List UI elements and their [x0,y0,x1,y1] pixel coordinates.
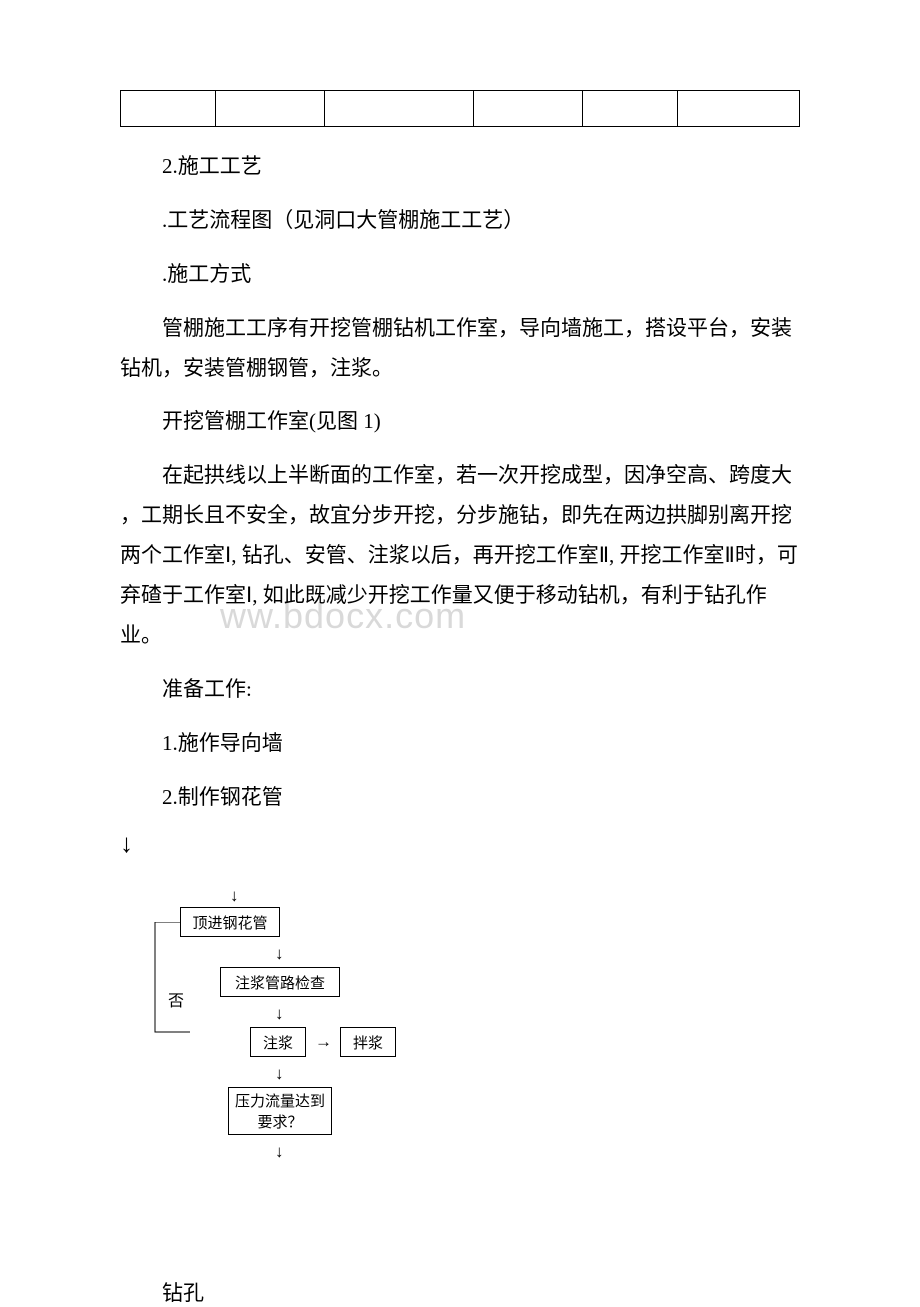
flow-node-check: 注浆管路检查 [220,967,340,997]
table-cell [677,91,799,127]
table-cell [121,91,216,127]
flow-node-pressure: 压力流量达到要求？ [228,1087,332,1135]
arrow-down-icon: ↓ [275,1143,284,1160]
flow-node-label: 拌浆 [353,1032,383,1053]
paragraph-heading-2: 2.施工工艺 [120,147,800,187]
paragraph-list-2: 2.制作钢花管 [120,778,800,818]
empty-table-header [120,90,800,127]
flow-loop-line [150,922,220,1037]
flow-node-label: 压力流量达到要求？ [235,1090,325,1132]
flow-node-grout: 注浆 [250,1027,306,1057]
paragraph-subhead-2: 准备工作: [120,670,800,710]
arrow-down-icon: ↓ [275,945,284,962]
arrow-down-icon: ↓ [275,1065,284,1082]
arrow-right-icon: → [315,1033,332,1050]
paragraph-body-1: 管棚施工工序有开挖管棚钻机工作室，导向墙施工，搭设平台，安装钻机，安装管棚钢管，… [120,309,800,389]
table-cell [474,91,583,127]
arrow-down-icon: ↓ [275,1005,284,1022]
table-row [121,91,800,127]
flowchart: ↓ 顶进钢花管 ↓ 注浆管路检查 否 ↓ 注浆 → 拌浆 ↓ 压力流量达到要求？… [120,887,480,1257]
paragraph-flow-ref: .工艺流程图（见洞口大管棚施工工艺） [120,201,800,241]
paragraph-subhead-1: 开挖管棚工作室(见图 1) [120,402,800,442]
table-cell [216,91,325,127]
paragraph-list-1: 1.施作导向墙 [120,724,800,764]
table-cell [324,91,473,127]
flow-node-label: 注浆 [263,1032,293,1053]
flow-node-label: 注浆管路检查 [235,972,325,993]
paragraph-method: .施工方式 [120,255,800,295]
paragraph-drill: 钻孔 [120,1277,800,1307]
flow-node-mix: 拌浆 [340,1027,396,1057]
table-cell [582,91,677,127]
arrow-down-icon: ↓ [230,887,239,904]
paragraph-body-2: 在起拱线以上半断面的工作室，若一次开挖成型，因净空高、跨度大 ，工期长且不安全，… [120,456,800,655]
flow-top-arrow-icon: ↓ [120,831,800,857]
